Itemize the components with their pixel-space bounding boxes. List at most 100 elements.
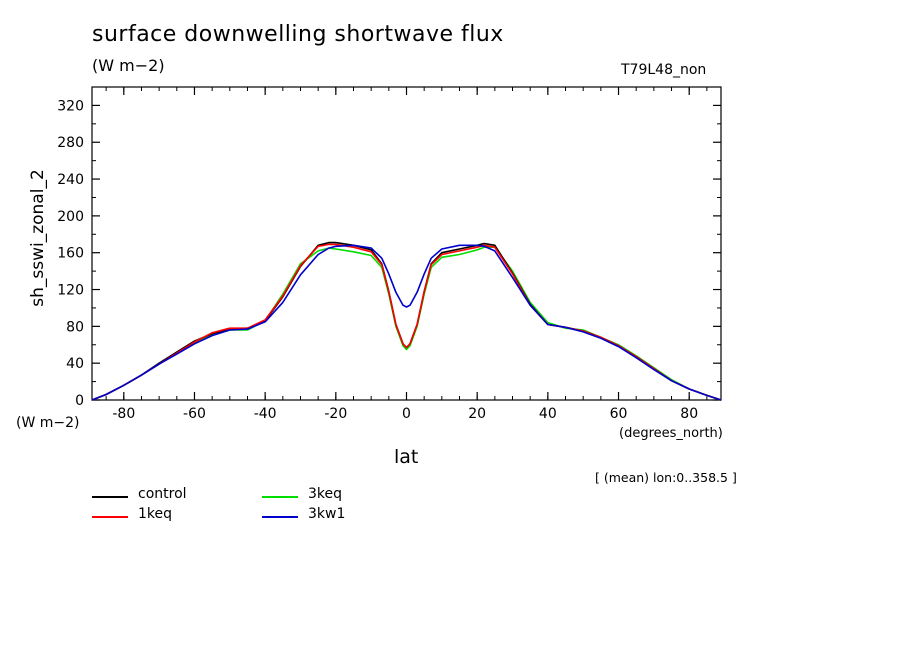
data-point-1keq — [328, 244, 330, 246]
x-tick-label: -60 — [183, 406, 206, 422]
x-axis-units: (degrees_north) — [619, 426, 723, 441]
y-tick-label: 120 — [57, 283, 84, 299]
data-point-3keq — [476, 249, 478, 251]
data-point-3keq — [317, 250, 319, 252]
data-point-control — [441, 252, 443, 254]
x-tick-label: 40 — [539, 406, 557, 422]
data-point-3kw1 — [402, 304, 404, 306]
data-point-3kw1 — [476, 245, 478, 247]
data-point-3kw1 — [141, 374, 143, 376]
y-tick-label: 320 — [57, 98, 84, 114]
data-point-3keq — [406, 349, 408, 351]
data-point-1keq — [476, 246, 478, 248]
data-point-3kw1 — [388, 273, 390, 275]
data-point-1keq — [402, 343, 404, 345]
data-point-3keq — [441, 257, 443, 259]
data-point-control — [483, 243, 485, 245]
legend-swatch-control — [92, 496, 128, 498]
data-point-1keq — [381, 264, 383, 266]
legend-swatch-3keq — [262, 496, 298, 498]
data-point-1keq — [282, 295, 284, 297]
y-tick-label: 200 — [57, 209, 84, 225]
legend-label-1keq: 1keq — [138, 506, 173, 522]
data-point-1keq — [211, 332, 213, 334]
data-point-3kw1 — [194, 343, 196, 345]
data-point-3kw1 — [483, 245, 485, 247]
data-point-1keq — [441, 254, 443, 256]
data-point-3kw1 — [494, 250, 496, 252]
data-point-3kw1 — [123, 384, 125, 386]
data-point-1keq — [335, 244, 337, 246]
data-point-3kw1 — [547, 324, 549, 326]
data-point-3kw1 — [381, 257, 383, 259]
data-point-3kw1 — [430, 257, 432, 259]
y-tick-label: 240 — [57, 172, 84, 188]
data-point-3kw1 — [158, 363, 160, 365]
data-point-3kw1 — [409, 304, 411, 306]
data-point-3kw1 — [618, 346, 620, 348]
data-point-3keq — [459, 254, 461, 256]
series-line-1keq — [91, 243, 722, 401]
data-point-3kw1 — [353, 245, 355, 247]
x-tick-label: 20 — [468, 406, 486, 422]
data-point-control — [459, 248, 461, 250]
data-point-3keq — [370, 255, 372, 257]
data-point-control — [335, 242, 337, 244]
data-point-3kw1 — [565, 326, 567, 328]
y-tick-label: 280 — [57, 135, 84, 151]
data-point-3kw1 — [600, 338, 602, 340]
data-point-1keq — [423, 291, 425, 293]
data-point-1keq — [512, 273, 514, 275]
data-point-3kw1 — [582, 331, 584, 333]
data-point-1keq — [229, 327, 231, 329]
data-point-3kw1 — [335, 245, 337, 247]
x-tick-label: 80 — [680, 406, 698, 422]
data-point-1keq — [388, 291, 390, 293]
x-tick-label: 60 — [610, 406, 628, 422]
plot-frame — [91, 86, 722, 401]
x-tick-label: -40 — [254, 406, 277, 422]
data-point-3kw1 — [176, 353, 178, 355]
y-tick-label: 80 — [66, 319, 84, 335]
data-point-3kw1 — [688, 388, 690, 390]
data-point-3kw1 — [459, 245, 461, 247]
legend-label-control: control — [138, 486, 187, 502]
data-point-1keq — [416, 324, 418, 326]
data-point-3kw1 — [328, 247, 330, 249]
data-point-1keq — [430, 264, 432, 266]
data-point-3kw1 — [406, 306, 408, 308]
data-point-1keq — [370, 251, 372, 253]
data-point-3kw1 — [317, 254, 319, 256]
data-point-3kw1 — [300, 274, 302, 276]
averaging-note: [ (mean) lon:0..358.5 ] — [595, 470, 737, 485]
legend-label-3keq: 3keq — [308, 486, 343, 502]
legend-label-3kw1: 3kw1 — [308, 506, 346, 522]
data-point-3kw1 — [512, 277, 514, 279]
data-point-3kw1 — [635, 357, 637, 359]
y-tick-label: 0 — [75, 393, 84, 409]
data-point-3kw1 — [370, 247, 372, 249]
series-line-3kw1 — [91, 244, 722, 401]
data-point-3kw1 — [671, 380, 673, 382]
data-point-3kw1 — [441, 248, 443, 250]
chart-title: surface downwelling shortwave flux — [92, 22, 504, 47]
legend-swatch-3kw1 — [262, 516, 298, 518]
data-point-1keq — [300, 265, 302, 267]
data-point-3keq — [353, 251, 355, 253]
data-point-1keq — [409, 343, 411, 345]
x-axis-label: lat — [394, 446, 419, 468]
data-point-1keq — [494, 246, 496, 248]
x-tick-label: 0 — [402, 406, 411, 422]
data-point-3kw1 — [529, 304, 531, 306]
data-point-control — [494, 245, 496, 247]
data-point-3kw1 — [105, 394, 107, 396]
y-axis-units: (W m−2) — [16, 415, 80, 431]
data-point-3kw1 — [423, 273, 425, 275]
data-point-1keq — [395, 324, 397, 326]
data-point-1keq — [406, 347, 408, 349]
run-name: T79L48_non — [621, 62, 707, 78]
data-point-3kw1 — [653, 369, 655, 371]
x-tick-label: -80 — [112, 406, 135, 422]
data-point-3kw1 — [706, 395, 708, 397]
